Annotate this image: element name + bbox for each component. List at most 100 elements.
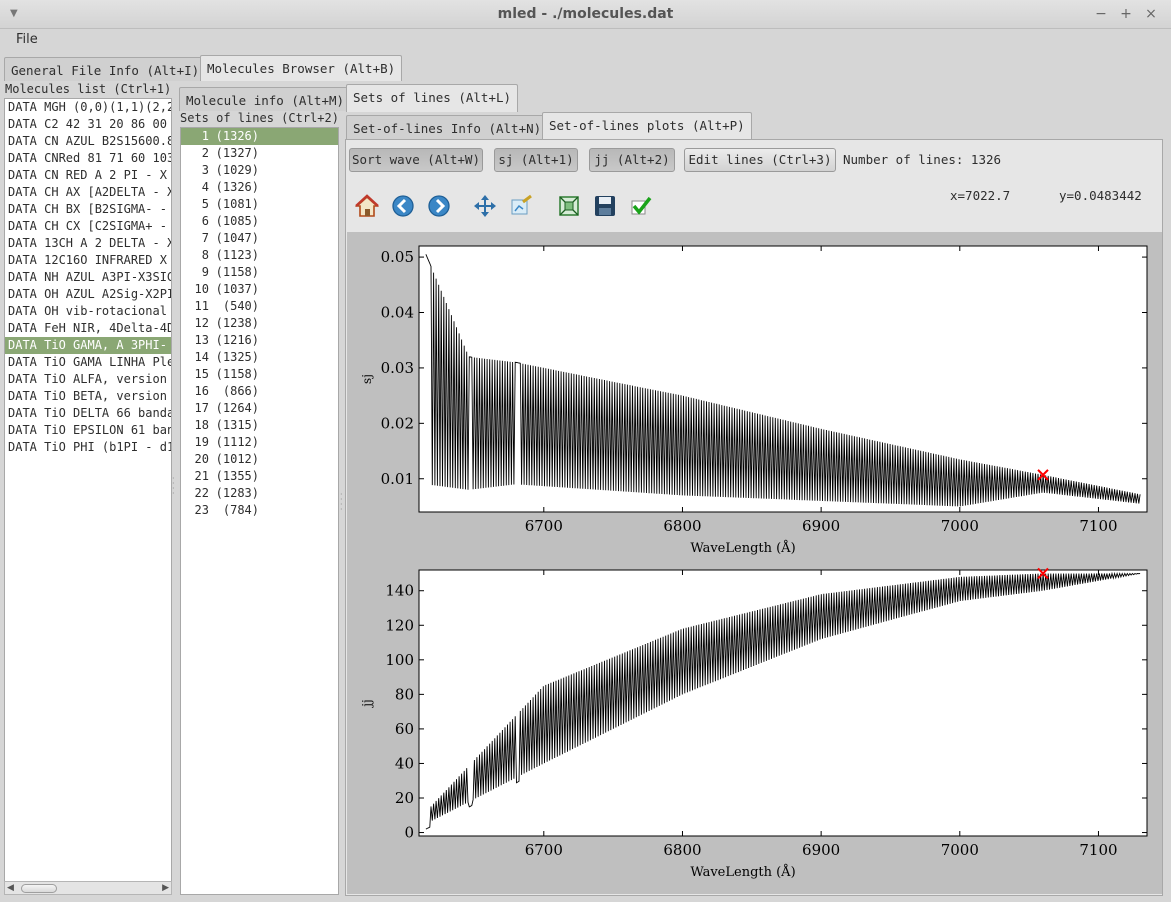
tab-molecule-info[interactable]: Molecule info (Alt+M)	[179, 87, 352, 111]
maximize-icon[interactable]: +	[1120, 6, 1132, 22]
list-item[interactable]: 9 (1158)	[181, 264, 338, 281]
list-item[interactable]: 21 (1355)	[181, 468, 338, 485]
set-line-count: (1029)	[215, 163, 259, 177]
molecules-list-hscrollbar[interactable]: ◀ ▶	[4, 881, 172, 895]
molecules-list[interactable]: DATA MGH (0,0)(1,1)(2,2 DATA C2 42 31 20 …	[4, 98, 172, 883]
set-number: 15	[194, 367, 209, 381]
list-item[interactable]: DATA C2 42 31 20 86 00	[8, 117, 167, 131]
minimize-icon[interactable]: −	[1095, 6, 1107, 22]
list-item[interactable]: 16 (866)	[181, 383, 338, 400]
list-item[interactable]: 7 (1047)	[181, 230, 338, 247]
list-item[interactable]: DATA TiO EPSILON 61 ban	[8, 423, 172, 437]
list-item[interactable]: DATA TiO GAMA LINHA Ple	[8, 355, 172, 369]
set-number: 22	[194, 486, 209, 500]
list-item[interactable]: DATA OH AZUL A2Sig-X2PI	[8, 287, 172, 301]
list-item[interactable]: 17 (1264)	[181, 400, 338, 417]
list-item[interactable]: 2 (1327)	[181, 145, 338, 162]
data-line	[425, 571, 1141, 830]
check-icon[interactable]	[628, 193, 654, 219]
list-item[interactable]: DATA MGH (0,0)(1,1)(2,2	[8, 100, 172, 114]
sets-of-lines-list[interactable]: 1 (1326) 2 (1327) 3 (1029) 4 (1326) 5 (1081) 6 (108…	[180, 127, 339, 895]
scroll-left-icon[interactable]: ◀	[7, 883, 14, 893]
list-item[interactable]: DATA OH vib-rotacional	[8, 304, 167, 318]
list-item[interactable]: 15 (1158)	[181, 366, 338, 383]
list-item[interactable]: DATA TiO ALFA, version	[8, 372, 167, 386]
scrollbar-thumb[interactable]	[21, 884, 57, 893]
x-tick-label: 6900	[802, 841, 840, 859]
list-item[interactable]: DATA NH AZUL A3PI-X3SIG	[8, 270, 172, 284]
tab-molecules-browser[interactable]: Molecules Browser (Alt+B)	[200, 55, 403, 83]
edit-lines-button[interactable]: Edit lines (Ctrl+3)	[684, 148, 836, 172]
set-line-count: (1327)	[215, 146, 259, 160]
set-number: 11	[194, 299, 209, 313]
menu-file[interactable]: File	[16, 32, 38, 47]
list-item[interactable]: 10 (1037)	[181, 281, 338, 298]
x-tick-label: 6700	[525, 517, 563, 535]
list-item[interactable]: 18 (1315)	[181, 417, 338, 434]
list-item[interactable]: DATA CN AZUL B2S15600.8	[8, 134, 172, 148]
set-number: 4	[201, 180, 209, 194]
tab-set-of-lines-plots[interactable]: Set-of-lines plots (Alt+P)	[542, 112, 752, 140]
y-tick-label: 0.05	[381, 248, 414, 266]
plot-canvas[interactable]: 6700 6800 6900 7000 7100 0.01 0.02 0.03 0.04 0.05…	[347, 232, 1162, 894]
list-item[interactable]: 19 (1112)	[181, 434, 338, 451]
sj-button[interactable]: sj (Alt+1)	[494, 148, 578, 172]
y-tick-label: 60	[395, 720, 414, 738]
set-number: 9	[201, 265, 209, 279]
save-icon[interactable]	[592, 193, 618, 219]
plots-svg[interactable]: 6700 6800 6900 7000 7100 0.01 0.02 0.03 0.04 0.05…	[347, 232, 1162, 894]
list-item[interactable]: 1 (1326)	[181, 128, 338, 145]
list-item[interactable]: 5 (1081)	[181, 196, 338, 213]
close-icon[interactable]: ×	[1145, 6, 1157, 22]
y-axis-label: sj	[360, 374, 374, 384]
list-item[interactable]: DATA CNRed 81 71 60 103	[8, 151, 172, 165]
chart-sj[interactable]: 6700 6800 6900 7000 7100 0.01 0.02 0.03 0.04 0.05…	[360, 245, 1148, 556]
pan-icon[interactable]	[472, 193, 498, 219]
set-line-count: (1325)	[215, 350, 259, 364]
list-item[interactable]: 11 (540)	[181, 298, 338, 315]
zoom-icon[interactable]	[556, 193, 582, 219]
forward-icon[interactable]	[426, 193, 452, 219]
list-item[interactable]: 23 (784)	[181, 502, 338, 519]
list-item[interactable]: DATA 12C16O INFRARED X	[8, 253, 167, 267]
list-item[interactable]: 12 (1238)	[181, 315, 338, 332]
list-item[interactable]: DATA CN RED A 2 PI - X	[8, 168, 167, 182]
set-line-count: (1283)	[215, 486, 259, 500]
window-menu-icon[interactable]: ▼	[10, 8, 18, 19]
list-item[interactable]: DATA 13CH A 2 DELTA - X	[8, 236, 172, 250]
jj-button[interactable]: jj (Alt+2)	[589, 148, 675, 172]
list-item[interactable]: 6 (1085)	[181, 213, 338, 230]
sort-wave-button[interactable]: Sort wave (Alt+W)	[349, 148, 483, 172]
set-number: 6	[201, 214, 209, 228]
list-item[interactable]: DATA TiO BETA, version	[8, 389, 167, 403]
splitter-handle[interactable]: · · · ·	[172, 474, 175, 498]
list-item[interactable]: DATA TiO DELTA 66 banda	[8, 406, 172, 420]
list-item[interactable]: 8 (1123)	[181, 247, 338, 264]
list-item[interactable]: DATA TiO GAMA, A 3PHI-	[5, 337, 171, 354]
set-number: 17	[194, 401, 209, 415]
list-item[interactable]: DATA CH AX [A2DELTA - X	[8, 185, 172, 199]
tab-sets-of-lines[interactable]: Sets of lines (Alt+L)	[346, 84, 519, 112]
list-item[interactable]: DATA CH CX [C2SIGMA+ -	[8, 219, 167, 233]
x-tick-label: 7100	[1079, 517, 1117, 535]
list-item[interactable]: DATA TiO PHI (b1PI - d1	[8, 440, 172, 454]
list-item[interactable]: DATA FeH NIR, 4Delta-4D	[8, 321, 172, 335]
list-item[interactable]: 22 (1283)	[181, 485, 338, 502]
scroll-right-icon[interactable]: ▶	[162, 883, 169, 893]
list-item[interactable]: 13 (1216)	[181, 332, 338, 349]
configure-subplots-icon[interactable]	[508, 193, 534, 219]
tab-general-file-info[interactable]: General File Info (Alt+I)	[4, 57, 207, 81]
set-number: 7	[201, 231, 209, 245]
home-icon[interactable]	[354, 193, 380, 219]
tab-set-of-lines-info[interactable]: Set-of-lines Info (Alt+N)	[346, 115, 549, 139]
set-line-count: (866)	[222, 384, 259, 398]
back-icon[interactable]	[390, 193, 416, 219]
list-item[interactable]: 20 (1012)	[181, 451, 338, 468]
list-item[interactable]: DATA CH BX [B2SIGMA- -	[8, 202, 167, 216]
y-tick-label: 0.01	[381, 470, 414, 488]
list-item[interactable]: 3 (1029)	[181, 162, 338, 179]
list-item[interactable]: 14 (1325)	[181, 349, 338, 366]
list-item[interactable]: 4 (1326)	[181, 179, 338, 196]
chart-jj[interactable]: 6700 6800 6900 7000 7100 0 20 40 60 80 100 120 140 Wa…	[360, 567, 1148, 880]
splitter-handle-2[interactable]: · · · ·	[340, 490, 343, 514]
